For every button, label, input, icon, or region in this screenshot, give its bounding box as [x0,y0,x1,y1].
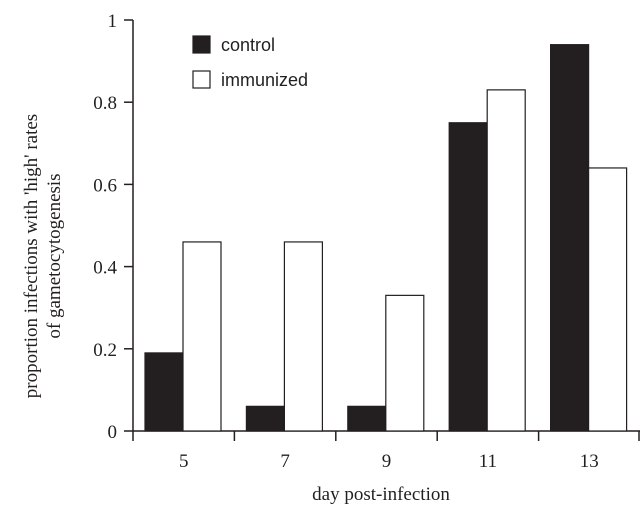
y-tick-label-2: 0.4 [93,258,117,279]
x-axis: 5 7 9 11 13 [132,430,640,472]
legend-label-control: control [221,35,275,55]
bar-control-day-7 [245,405,285,432]
x-tick-label-11: 11 [479,451,497,472]
x-axis-title: day post-infection [312,484,450,505]
y-tick-label-5: 1 [108,11,118,32]
x-tick-label-7: 7 [280,451,290,472]
x-tick-label-13: 13 [580,451,599,472]
bar-immunized-day-11 [486,89,526,432]
y-tick-label-1: 0.2 [93,340,117,361]
legend-swatch-immunized [192,70,211,89]
legend-swatch-control [192,35,211,54]
legend: control immunized [192,35,308,90]
bar-control-day-11 [448,122,488,432]
y-axis-title: proportion infections with 'high' rates … [21,114,65,398]
x-tick-label-5: 5 [179,451,189,472]
bar-immunized-day-9 [385,294,425,432]
bar-control-day-9 [347,405,387,432]
bars [144,44,628,432]
y-tick-label-3: 0.6 [93,175,117,196]
bar-immunized-day-13 [587,167,628,432]
y-tick-label-4: 0.8 [93,93,117,114]
bar-control-day-13 [549,44,590,432]
legend-label-immunized: immunized [221,70,308,90]
bar-immunized-day-7 [283,241,323,432]
y-axis-title-line-2: of gametocytogenesis [44,173,65,338]
bar-control-day-5 [144,352,184,432]
y-tick-label-0: 0 [108,422,118,443]
y-axis: 0 0.2 0.4 0.6 0.8 1 [93,11,134,443]
bar-immunized-day-5 [182,241,222,432]
y-axis-title-line-1: proportion infections with 'high' rates [21,114,42,398]
x-tick-label-9: 9 [382,451,392,472]
